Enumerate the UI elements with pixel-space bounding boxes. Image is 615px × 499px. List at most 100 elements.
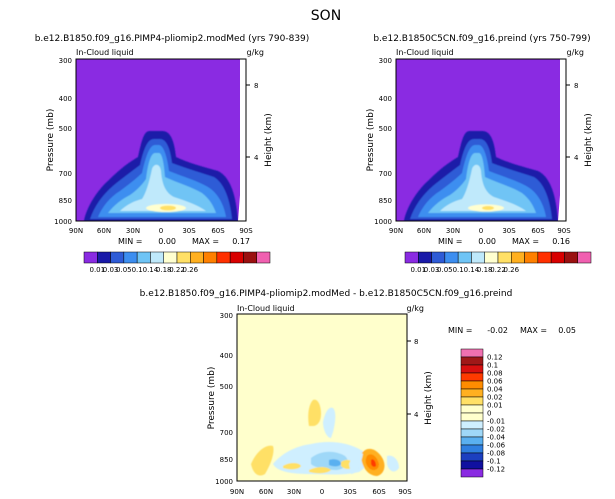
x-tick: 90N	[69, 227, 83, 235]
colorbar-label: 0.03	[424, 266, 440, 274]
colorbar-label: -0.01	[487, 418, 505, 426]
colorbar-swatch	[83, 251, 98, 264]
x-tick: 30N	[126, 227, 140, 235]
y-tick: 850	[220, 456, 233, 464]
y-tick: 850	[379, 197, 392, 205]
contour-pos-001	[309, 467, 331, 474]
contour-pos-001	[283, 463, 301, 470]
y-tick: 300	[59, 57, 72, 65]
colorbar-swatch	[471, 251, 485, 264]
stats: MIN = -0.02 MAX = 0.05	[448, 326, 576, 335]
colorbar-swatch	[110, 251, 125, 264]
y-axis-right: 8 4	[407, 338, 419, 419]
contour-level-5	[120, 164, 206, 211]
colorbar-label: 0.22	[490, 266, 506, 274]
colorbar-swatch	[150, 251, 164, 264]
x-tick: 0	[159, 227, 163, 235]
colorbar-label: 0.18	[477, 266, 493, 274]
contour-pos-001	[251, 445, 274, 476]
figure-title: SON	[311, 8, 341, 24]
y-right-tick-label: 4	[574, 154, 579, 162]
y-tick: 300	[220, 312, 233, 320]
colorbar-swatch	[203, 251, 218, 264]
colorbar-swatch	[460, 372, 484, 382]
min-value: 0.00	[158, 237, 176, 246]
y-tick: 1000	[54, 218, 72, 226]
colorbar-swatch	[256, 251, 271, 264]
y-tick: 500	[220, 383, 233, 391]
colorbar-swatch	[460, 444, 484, 454]
colorbar-label: 0.03	[103, 266, 119, 274]
colorbar: 0.120.10.080.060.040.020.010-0.01-0.02-0…	[460, 348, 506, 478]
colorbar-label: -0.06	[487, 442, 506, 450]
x-tick: 0	[320, 488, 324, 496]
y-tick: 1000	[374, 218, 392, 226]
y-tick: 500	[59, 125, 72, 133]
y-axis-label: Pressure (mb)	[46, 109, 56, 172]
x-tick: 30S	[343, 488, 357, 496]
max-value: 0.16	[552, 237, 570, 246]
colorbar-swatch	[460, 460, 484, 470]
y-axis-label: Pressure (mb)	[207, 367, 217, 430]
colorbar-swatch	[404, 251, 419, 264]
plot-mask-notch	[238, 169, 246, 221]
colorbar-label: 0.12	[487, 354, 503, 362]
x-tick: 90S	[557, 227, 571, 235]
y-tick: 700	[59, 170, 72, 178]
max-label: MAX =	[192, 237, 219, 246]
colorbar-swatch	[484, 251, 499, 264]
y-tick: 1000	[215, 478, 233, 486]
panel-title: b.e12.B1850.f09_g16.PIMP4-pliomip2.modMe…	[35, 34, 310, 44]
colorbar-label: -0.04	[487, 434, 506, 442]
colorbar-swatch	[460, 388, 484, 398]
panel-subtitle-right: g/kg	[247, 48, 264, 57]
colorbar-swatch	[176, 251, 191, 264]
y-tick: 700	[220, 429, 233, 437]
x-tick: 90N	[230, 488, 244, 496]
x-tick: 0	[479, 227, 483, 235]
colorbar-swatch	[460, 468, 484, 478]
max-label: MAX =	[512, 237, 539, 246]
contour-pos-006	[371, 459, 376, 467]
y-axis-right-label: Height (km)	[264, 113, 274, 167]
colorbar-swatch	[190, 251, 204, 264]
panel-title: b.e12.B1850.f09_g16.PIMP4-pliomip2.modMe…	[140, 289, 513, 299]
x-tick: 60N	[417, 227, 431, 235]
panel-2: b.e12.B1850C5CN.f09_g16.preind (yrs 750-…	[366, 34, 594, 274]
colorbar-label: 0.01	[89, 266, 105, 274]
y-tick: 700	[379, 170, 392, 178]
colorbar-swatch	[497, 251, 512, 264]
y-tick: 400	[220, 352, 233, 360]
colorbar-label: -0.1	[487, 458, 501, 466]
panel-subtitle-left: In-Cloud liquid	[76, 48, 134, 57]
y-right-tick-label: 4	[414, 411, 419, 419]
max-label: MAX =	[520, 326, 547, 335]
colorbar: 0.010.030.05 0.1 0.140.180.220.26	[404, 251, 592, 274]
colorbar-label: -0.12	[487, 466, 505, 474]
contour-max-peak	[160, 205, 176, 211]
contour-max-peak	[482, 206, 494, 210]
colorbar-swatch	[243, 251, 257, 264]
colorbar-swatch	[460, 420, 484, 430]
colorbar-swatch	[524, 251, 539, 264]
colorbar-label: 0.01	[487, 402, 503, 410]
panel-subtitle-right: g/kg	[567, 48, 584, 57]
colorbar-swatch	[537, 251, 552, 264]
y-axis-right-label: Height (km)	[584, 113, 594, 167]
colorbar-swatch	[564, 251, 578, 264]
colorbar-label: 0.26	[182, 266, 198, 274]
contour-neg-001	[387, 455, 399, 472]
colorbar-label: 0.05	[437, 266, 453, 274]
x-tick: 60S	[211, 227, 225, 235]
colorbar: 0.010.030.05 0.1 0.140.180.220.26	[83, 251, 271, 274]
x-tick: 60N	[259, 488, 273, 496]
colorbar-swatch	[460, 404, 484, 414]
colorbar-label: 0.08	[487, 370, 503, 378]
colorbar-swatch	[460, 396, 484, 406]
colorbar-label: 0.05	[116, 266, 132, 274]
colorbar-swatch	[460, 348, 484, 358]
plot-area	[237, 314, 407, 481]
colorbar-label: 0.18	[156, 266, 172, 274]
colorbar-label: 0.1	[132, 266, 143, 274]
